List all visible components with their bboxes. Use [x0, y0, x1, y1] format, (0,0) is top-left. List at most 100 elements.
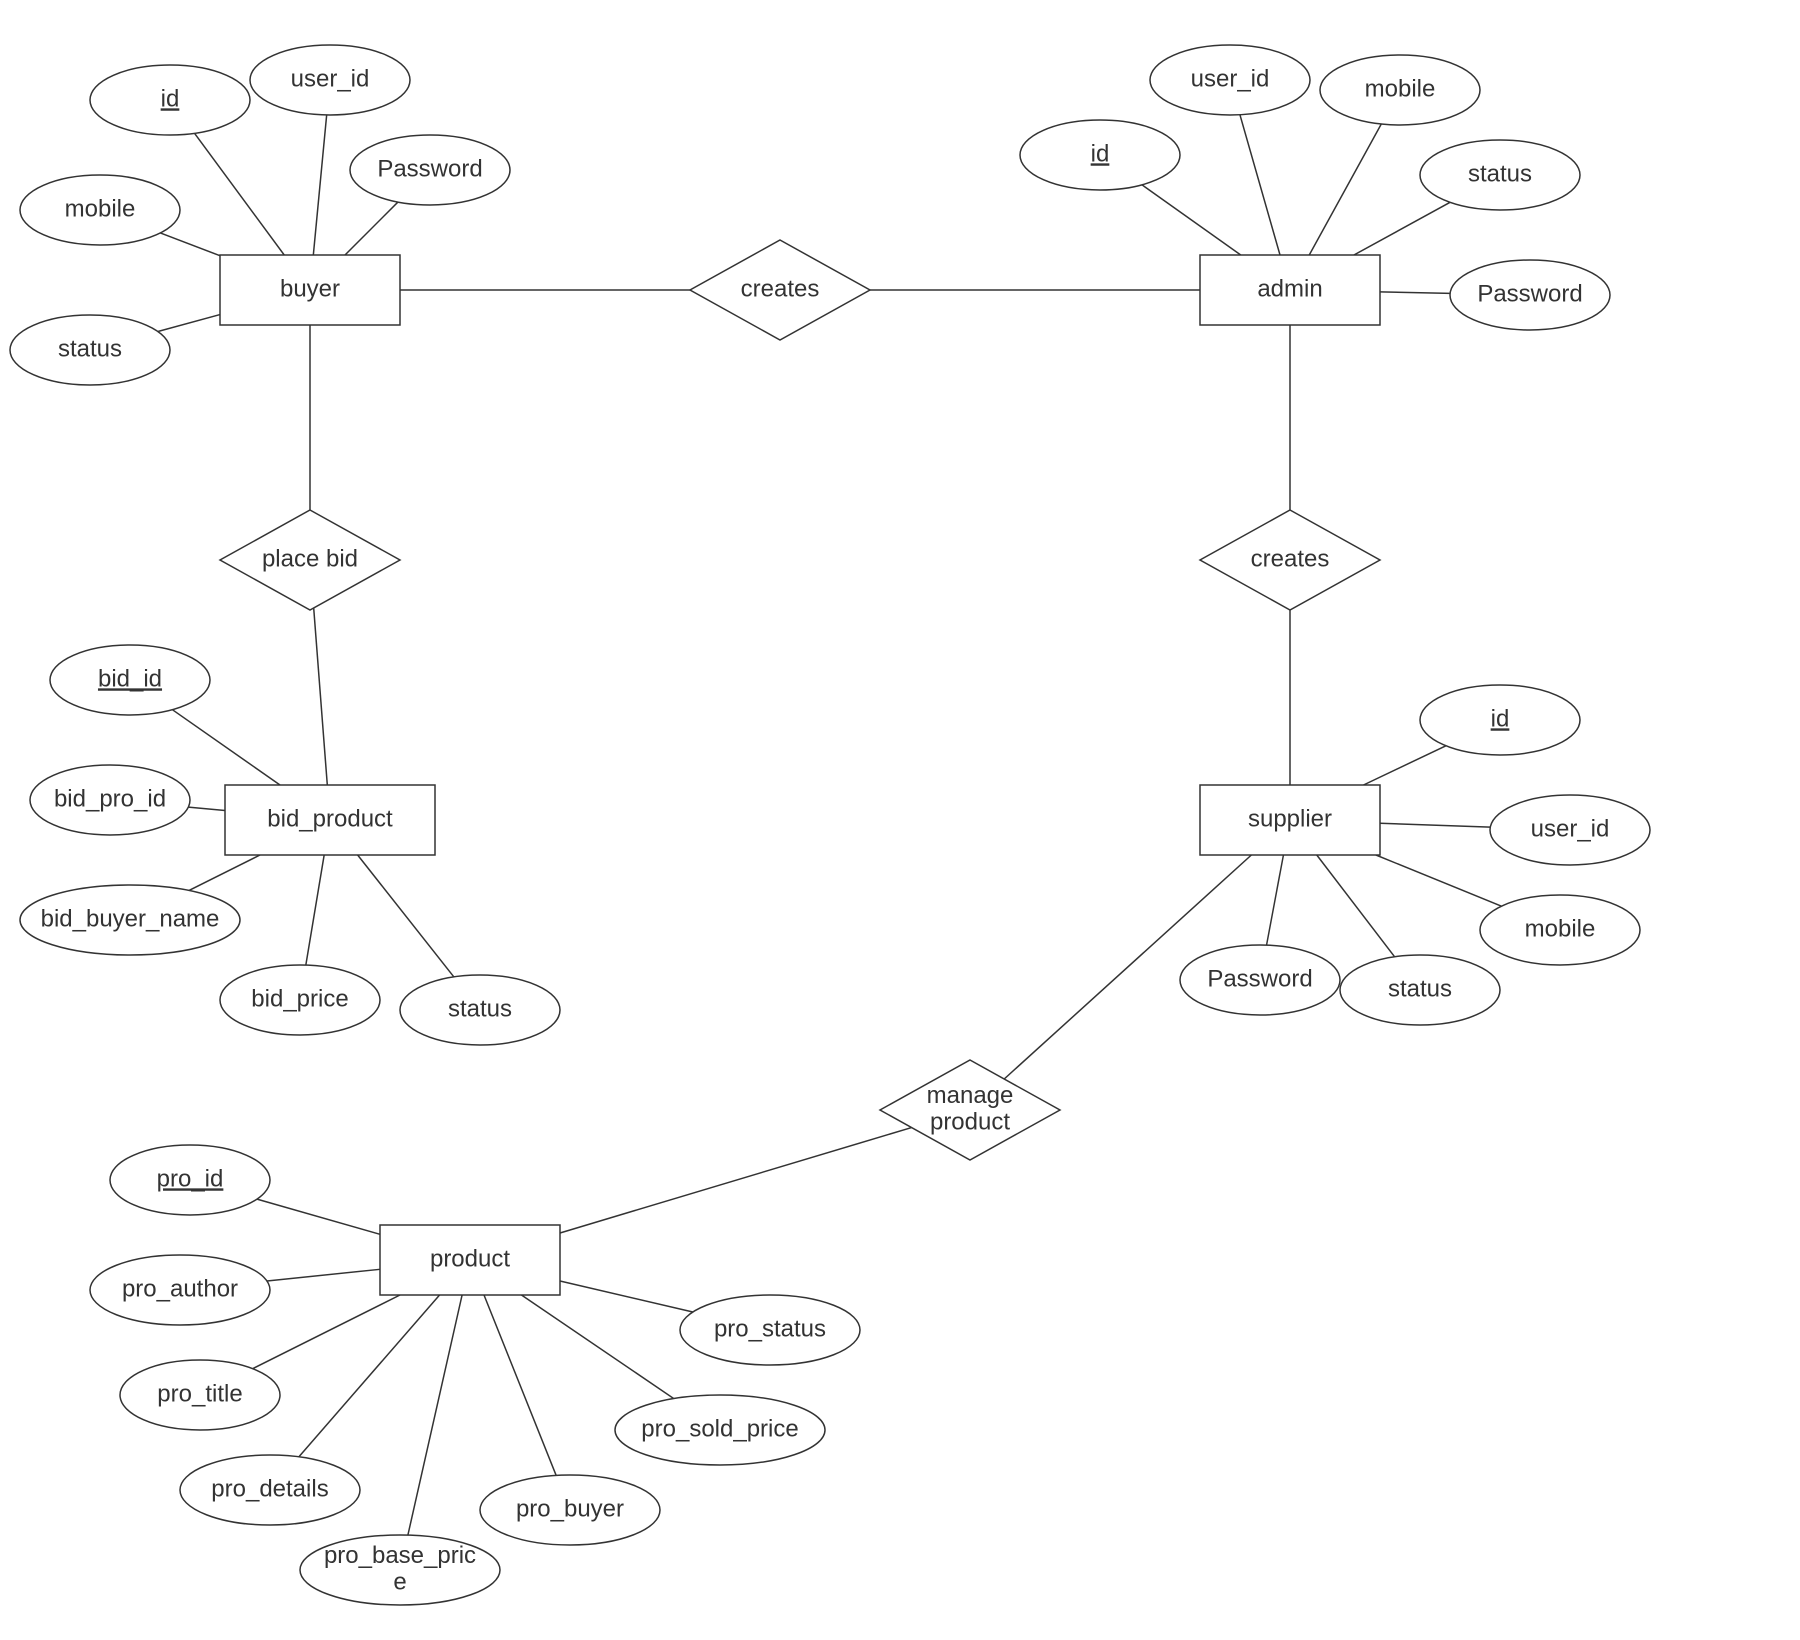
edge-attr-bid_pro_id — [188, 807, 225, 810]
edge-attr-pro_base_price — [408, 1295, 462, 1535]
attribute-pro_author: pro_author — [90, 1255, 270, 1325]
er-diagram-canvas: iduser_idPasswordmobilestatusiduser_idmo… — [0, 0, 1800, 1640]
edge-attr-bid_status — [358, 855, 454, 977]
edge-attr-admin_id — [1142, 185, 1241, 255]
attribute-admin_id: id — [1020, 120, 1180, 190]
relationship-manage_product: manageproduct — [880, 1060, 1060, 1160]
edge-bid_product-place_bid — [314, 608, 328, 785]
attribute-admin_user_id: user_id — [1150, 45, 1310, 115]
svg-text:Password: Password — [1477, 280, 1582, 307]
attribute-pro_id: pro_id — [110, 1145, 270, 1215]
svg-text:pro_author: pro_author — [122, 1275, 238, 1302]
svg-text:bid_pro_id: bid_pro_id — [54, 785, 166, 812]
edge-attr-buyer_id — [195, 133, 285, 255]
attribute-pro_buyer: pro_buyer — [480, 1475, 660, 1545]
edge-attr-bid_price — [306, 855, 324, 965]
edge-attr-buyer_password — [345, 202, 398, 255]
svg-text:Password: Password — [1207, 965, 1312, 992]
svg-text:manage: manage — [927, 1082, 1014, 1109]
edge-attr-buyer_user_id — [313, 115, 326, 255]
svg-text:id: id — [1091, 140, 1110, 167]
edge-attr-pro_id — [257, 1199, 380, 1234]
svg-text:bid_product: bid_product — [267, 805, 393, 832]
entity-buyer: buyer — [220, 255, 400, 325]
svg-text:creates: creates — [1251, 545, 1330, 572]
edge-attr-admin_user_id — [1240, 115, 1280, 255]
edge-attr-admin_mobile — [1309, 124, 1381, 255]
attribute-buyer_mobile: mobile — [20, 175, 180, 245]
edge-attr-supp_mobile — [1376, 855, 1502, 906]
svg-text:status: status — [448, 995, 512, 1022]
entity-supplier: supplier — [1200, 785, 1380, 855]
attribute-buyer_password: Password — [350, 135, 510, 205]
edge-attr-pro_details — [299, 1295, 440, 1457]
attribute-buyer_status: status — [10, 315, 170, 385]
attribute-admin_mobile: mobile — [1320, 55, 1480, 125]
edge-attr-buyer_status — [158, 315, 220, 332]
edge-attr-pro_author — [267, 1269, 380, 1281]
edge-attr-bid_bid_id — [172, 710, 280, 785]
svg-text:pro_id: pro_id — [157, 1165, 224, 1192]
svg-text:product: product — [430, 1245, 510, 1272]
edge-attr-supp_id — [1364, 746, 1446, 785]
edge-attr-supp_password — [1267, 855, 1284, 945]
edge-attr-supp_status — [1317, 855, 1395, 957]
edge-attr-admin_password — [1380, 292, 1450, 293]
edge-product-manage_product — [560, 1128, 912, 1233]
attribute-supp_id: id — [1420, 685, 1580, 755]
svg-text:mobile: mobile — [1365, 75, 1436, 102]
svg-text:mobile: mobile — [1525, 915, 1596, 942]
svg-text:buyer: buyer — [280, 275, 340, 302]
svg-text:product: product — [930, 1109, 1010, 1136]
svg-text:pro_sold_price: pro_sold_price — [641, 1415, 798, 1442]
relationship-creates_top: creates — [690, 240, 870, 340]
svg-text:bid_id: bid_id — [98, 665, 162, 692]
attribute-pro_status: pro_status — [680, 1295, 860, 1365]
svg-text:status: status — [58, 335, 122, 362]
entity-bid_product: bid_product — [225, 785, 435, 855]
edge-attr-pro_buyer — [484, 1295, 556, 1475]
attribute-bid_price: bid_price — [220, 965, 380, 1035]
attribute-bid_buyer_name: bid_buyer_name — [20, 885, 240, 955]
svg-text:mobile: mobile — [65, 195, 136, 222]
edge-attr-pro_status — [560, 1281, 693, 1312]
edge-attr-pro_sold_price — [521, 1295, 673, 1399]
svg-text:creates: creates — [741, 275, 820, 302]
attribute-supp_mobile: mobile — [1480, 895, 1640, 965]
edge-attr-buyer_mobile — [160, 233, 220, 256]
attribute-admin_status: status — [1420, 140, 1580, 210]
svg-text:supplier: supplier — [1248, 805, 1332, 832]
svg-text:pro_buyer: pro_buyer — [516, 1495, 624, 1522]
svg-text:place bid: place bid — [262, 545, 358, 572]
svg-text:e: e — [393, 1569, 406, 1596]
edge-attr-bid_buyer_name — [189, 855, 260, 890]
svg-text:id: id — [161, 85, 180, 112]
attribute-pro_details: pro_details — [180, 1455, 360, 1525]
svg-text:id: id — [1491, 705, 1510, 732]
svg-text:bid_price: bid_price — [251, 985, 348, 1012]
attribute-supp_password: Password — [1180, 945, 1340, 1015]
attribute-supp_user_id: user_id — [1490, 795, 1650, 865]
svg-text:pro_base_pric: pro_base_pric — [324, 1542, 476, 1569]
svg-text:user_id: user_id — [1191, 65, 1270, 92]
attribute-supp_status: status — [1340, 955, 1500, 1025]
svg-text:admin: admin — [1257, 275, 1322, 302]
attribute-pro_base_price: pro_base_price — [300, 1535, 500, 1605]
edge-attr-admin_status — [1354, 202, 1450, 255]
attribute-pro_sold_price: pro_sold_price — [615, 1395, 825, 1465]
attribute-admin_password: Password — [1450, 260, 1610, 330]
attribute-bid_status: status — [400, 975, 560, 1045]
svg-text:bid_buyer_name: bid_buyer_name — [41, 905, 220, 932]
svg-text:user_id: user_id — [291, 65, 370, 92]
edge-attr-supp_user_id — [1380, 823, 1490, 827]
svg-text:pro_title: pro_title — [157, 1380, 242, 1407]
svg-text:status: status — [1388, 975, 1452, 1002]
attribute-buyer_user_id: user_id — [250, 45, 410, 115]
relationship-creates_right: creates — [1200, 510, 1380, 610]
svg-text:Password: Password — [377, 155, 482, 182]
entity-admin: admin — [1200, 255, 1380, 325]
svg-text:pro_status: pro_status — [714, 1315, 826, 1342]
svg-text:user_id: user_id — [1531, 815, 1610, 842]
attribute-pro_title: pro_title — [120, 1360, 280, 1430]
attribute-buyer_id: id — [90, 65, 250, 135]
